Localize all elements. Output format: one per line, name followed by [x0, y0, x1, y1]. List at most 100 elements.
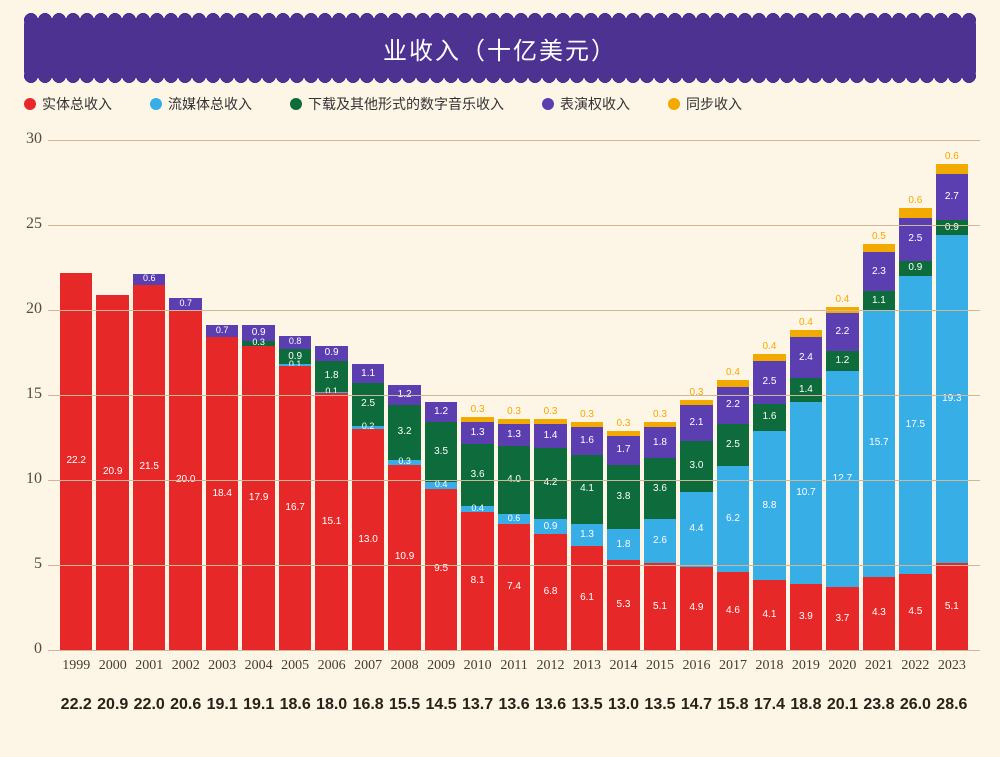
legend-swatch [24, 98, 36, 110]
year-label: 2015 [642, 658, 678, 674]
x-axis-column: 202123.8 [861, 658, 897, 714]
total-label: 18.0 [313, 696, 349, 714]
segment-label: 1.1 [352, 369, 384, 379]
segment-label: 3.7 [826, 614, 858, 624]
legend-label: 表演权收入 [560, 94, 630, 114]
total-label: 14.7 [678, 696, 714, 714]
segment-label: 15.7 [863, 438, 895, 448]
total-label: 18.8 [788, 696, 824, 714]
year-label: 2011 [496, 658, 532, 674]
segment-label: 21.5 [133, 462, 165, 472]
segment-label: 0.6 [498, 514, 530, 523]
segment-label: 4.1 [753, 610, 785, 620]
segment-label: 2.2 [717, 400, 749, 410]
bar-segment-streaming: 2.6 [644, 519, 676, 563]
year-label: 2003 [204, 658, 240, 674]
bar-segment-performance: 1.1 [352, 364, 384, 383]
segment-label: 15.1 [315, 517, 347, 527]
legend-label: 同步收入 [686, 94, 742, 114]
segment-label: 4.5 [899, 607, 931, 617]
bar-segment-streaming: 0.4 [461, 506, 493, 513]
segment-label: 1.8 [644, 438, 676, 448]
year-label: 2004 [240, 658, 276, 674]
bar-segment-performance: 1.3 [498, 424, 530, 446]
segment-label: 0.3 [644, 410, 676, 420]
segment-label: 1.4 [790, 385, 822, 395]
segment-label: 0.9 [534, 522, 566, 532]
segment-label: 3.5 [425, 447, 457, 457]
segment-label: 4.4 [680, 524, 712, 534]
bar-segment-streaming: 0.6 [498, 514, 530, 524]
bar-segment-streaming: 4.4 [680, 492, 712, 567]
bar-segment-physical: 3.7 [826, 587, 858, 650]
bar-segment-download: 1.1 [863, 291, 895, 310]
bar-segment-sync: 0.4 [753, 354, 785, 361]
bar-segment-physical: 17.9 [242, 346, 274, 650]
segment-label: 1.1 [863, 296, 895, 306]
bar-segment-performance: 1.6 [571, 427, 603, 454]
bar-segment-streaming: 17.5 [899, 276, 931, 574]
gridline [48, 140, 980, 141]
year-label: 2001 [131, 658, 167, 674]
segment-label: 2.4 [790, 353, 822, 363]
x-axis-column: 201918.8 [788, 658, 824, 714]
bar-segment-download: 0.9 [279, 349, 311, 364]
total-label: 26.0 [897, 696, 933, 714]
segment-label: 1.4 [534, 431, 566, 441]
legend-swatch [668, 98, 680, 110]
bar-segment-download: 1.2 [826, 351, 858, 371]
gridline [48, 480, 980, 481]
year-label: 2013 [569, 658, 605, 674]
total-label: 17.4 [751, 696, 787, 714]
bar-segment-download: 0.9 [936, 220, 968, 235]
legend-item: 同步收入 [668, 94, 742, 114]
legend-item: 流媒体总收入 [150, 94, 252, 114]
x-axis-column: 200220.6 [167, 658, 203, 714]
gridline [48, 310, 980, 311]
segment-label: 0.9 [899, 263, 931, 273]
segment-label: 0.5 [863, 232, 895, 242]
segment-label: 0.6 [899, 196, 931, 206]
year-label: 2009 [423, 658, 459, 674]
bar-segment-performance: 2.3 [863, 252, 895, 291]
x-axis-column: 201513.5 [642, 658, 678, 714]
segment-label: 6.1 [571, 593, 603, 603]
bar-segment-streaming: 19.3 [936, 235, 968, 563]
segment-label: 6.2 [717, 514, 749, 524]
legend-swatch [150, 98, 162, 110]
bar-segment-sync: 0.6 [899, 208, 931, 218]
segment-label: 7.4 [498, 582, 530, 592]
segment-label: 22.2 [60, 456, 92, 466]
legend-swatch [542, 98, 554, 110]
chart-area: 22.220.90.621.50.720.00.718.40.90.317.90… [48, 140, 980, 650]
legend-label: 实体总收入 [42, 94, 112, 114]
bar-segment-performance: 1.4 [534, 424, 566, 448]
segment-label: 0.9 [315, 348, 347, 358]
total-label: 13.6 [496, 696, 532, 714]
bar-segment-download: 4.2 [534, 448, 566, 519]
segment-label: 0.3 [461, 405, 493, 415]
x-axis-column: 201413.0 [605, 658, 641, 714]
bar-segment-physical: 5.3 [607, 560, 639, 650]
x-axis-column: 200618.0 [313, 658, 349, 714]
total-label: 15.8 [715, 696, 751, 714]
x-axis-column: 202328.6 [934, 658, 970, 714]
bar-segment-performance: 0.7 [206, 325, 238, 337]
bar-segment-streaming: 1.3 [571, 524, 603, 546]
segment-label: 20.9 [96, 467, 128, 477]
x-axis-column: 200319.1 [204, 658, 240, 714]
legend-item: 实体总收入 [24, 94, 112, 114]
segment-label: 16.7 [279, 503, 311, 513]
bar-segment-performance: 0.6 [133, 274, 165, 284]
total-label: 20.9 [94, 696, 130, 714]
x-axis-column: 199922.2 [58, 658, 94, 714]
bar-segment-physical: 13.0 [352, 429, 384, 650]
segment-label: 3.6 [644, 484, 676, 494]
total-label: 13.7 [459, 696, 495, 714]
bar-segment-physical: 16.7 [279, 366, 311, 650]
gridline [48, 650, 980, 651]
total-label: 19.1 [240, 696, 276, 714]
year-label: 2000 [94, 658, 130, 674]
segment-label: 1.8 [607, 540, 639, 550]
segment-label: 4.1 [571, 484, 603, 494]
